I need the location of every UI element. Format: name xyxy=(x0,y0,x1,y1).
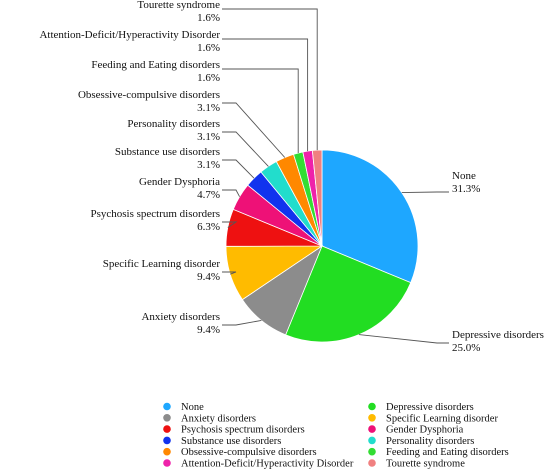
slice-value-substance-use-disorders: 3.1% xyxy=(197,159,220,171)
leader-lines xyxy=(222,8,449,344)
slice-label-obsessive-compulsive-disorders: Obsessive-compulsive disorders xyxy=(78,89,220,101)
legend-swatch-gender-dysphoria xyxy=(368,425,376,433)
slice-value-tourette-syndrome: 1.6% xyxy=(197,12,220,24)
slice-value-personality-disorders: 3.1% xyxy=(197,131,220,143)
legend-label-substance-use-disorders: Substance use disorders xyxy=(181,436,281,447)
legend-swatch-anxiety-disorders xyxy=(163,414,171,422)
legend-label-gender-dysphoria: Gender Dysphoria xyxy=(386,425,464,436)
legend-label-none: None xyxy=(181,402,204,413)
slice-value-feeding-and-eating-disorders: 1.6% xyxy=(197,72,220,84)
pie-slice-none xyxy=(321,149,419,284)
slice-value-none: 31.3% xyxy=(452,183,480,195)
slice-label-psychosis-spectrum-disorders: Psychosis spectrum disorders xyxy=(90,208,220,220)
leader-line-depressive-disorders xyxy=(358,334,449,344)
slice-value-psychosis-spectrum-disorders: 6.3% xyxy=(197,221,220,233)
leader-line-substance-use-disorders xyxy=(222,159,255,179)
pie-slices xyxy=(225,149,419,343)
slice-value-anxiety-disorders: 9.4% xyxy=(197,324,220,336)
legend-label-feeding-and-eating-disorders: Feeding and Eating disorders xyxy=(386,447,509,458)
slice-value-obsessive-compulsive-disorders: 3.1% xyxy=(197,102,220,114)
leader-line-personality-disorders xyxy=(222,131,269,167)
legend-swatch-specific-learning-disorder xyxy=(368,414,376,422)
slice-label-anxiety-disorders: Anxiety disorders xyxy=(141,311,220,323)
legend-swatch-substance-use-disorders xyxy=(163,436,171,445)
leader-line-anxiety-disorders xyxy=(222,319,262,326)
slice-label-attention-deficit-hyperactivity-disorder: Attention-Deficit/Hyperactivity Disorder xyxy=(39,29,220,41)
slice-value-specific-learning-disorder: 9.4% xyxy=(197,271,220,283)
slice-label-depressive-disorders: Depressive disorders xyxy=(452,329,544,341)
legend: None Depressive disorders Anxiety disorder… xyxy=(163,402,509,470)
legend-swatch-attention-deficit-hyperactivity-disorder xyxy=(163,459,171,467)
slice-label-feeding-and-eating-disorders: Feeding and Eating disorders xyxy=(91,59,220,71)
pie-slice-tourette-syndrome xyxy=(311,149,323,247)
slice-label-gender-dysphoria: Gender Dysphoria xyxy=(139,176,220,188)
slice-label-none: None xyxy=(452,170,476,182)
legend-label-attention-deficit-hyperactivity-disorder: Attention-Deficit/Hyperactivity Disorder xyxy=(181,459,354,470)
legend-label-anxiety-disorders: Anxiety disorders xyxy=(181,413,256,424)
leader-line-attention-deficit-hyperactivity-disorder xyxy=(222,38,309,152)
leader-line-tourette-syndrome xyxy=(222,8,318,151)
legend-swatch-none xyxy=(163,402,171,411)
legend-swatch-feeding-and-eating-disorders xyxy=(368,447,376,456)
slice-label-personality-disorders: Personality disorders xyxy=(127,118,220,130)
slice-value-depressive-disorders: 25.0% xyxy=(452,342,480,354)
legend-label-tourette-syndrome: Tourette syndrome xyxy=(386,459,465,470)
slice-label-tourette-syndrome: Tourette syndrome xyxy=(137,0,220,11)
leader-line-obsessive-compulsive-disorders xyxy=(222,102,286,158)
legend-swatch-tourette-syndrome xyxy=(368,459,376,467)
slice-label-specific-learning-disorder: Specific Learning disorder xyxy=(103,258,221,270)
slice-value-attention-deficit-hyperactivity-disorder: 1.6% xyxy=(197,42,220,54)
leader-line-specific-learning-disorder xyxy=(222,271,237,275)
legend-label-specific-learning-disorder: Specific Learning disorder xyxy=(386,413,498,424)
legend-swatch-psychosis-spectrum-disorders xyxy=(163,425,171,433)
legend-swatch-depressive-disorders xyxy=(368,402,376,411)
legend-swatch-personality-disorders xyxy=(368,436,376,445)
legend-label-psychosis-spectrum-disorders: Psychosis spectrum disorders xyxy=(181,425,305,436)
leader-line-psychosis-spectrum-disorders xyxy=(222,221,238,228)
leader-line-none xyxy=(401,191,449,194)
legend-swatch-obsessive-compulsive-disorders xyxy=(163,447,171,456)
legend-label-personality-disorders: Personality disorders xyxy=(386,436,474,447)
slice-label-substance-use-disorders: Substance use disorders xyxy=(115,146,220,158)
leader-line-gender-dysphoria xyxy=(222,189,240,197)
legend-label-obsessive-compulsive-disorders: Obsessive-compulsive disorders xyxy=(181,447,317,458)
legend-label-depressive-disorders: Depressive disorders xyxy=(386,402,474,413)
slice-value-gender-dysphoria: 4.7% xyxy=(197,189,220,201)
leader-line-feeding-and-eating-disorders xyxy=(222,68,299,153)
